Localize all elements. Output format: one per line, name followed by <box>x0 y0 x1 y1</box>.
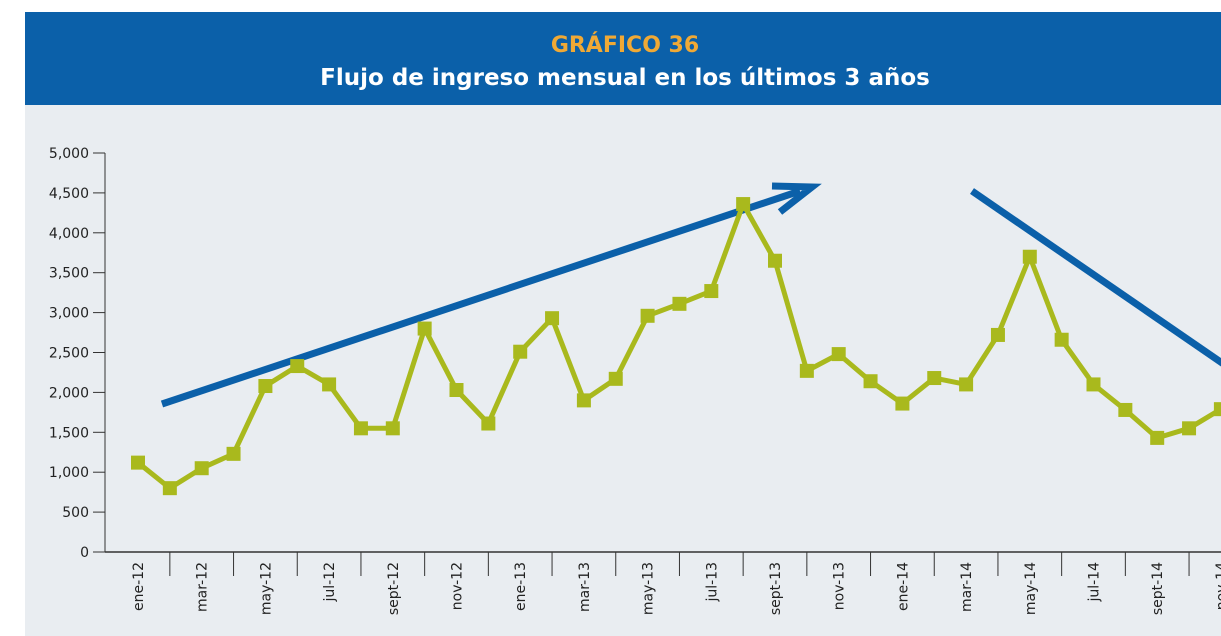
x-tick-label: may-12 <box>258 562 274 615</box>
data-marker <box>194 461 209 476</box>
data-marker <box>449 383 464 398</box>
y-tick-label: 4,500 <box>49 186 89 202</box>
y-tick-label: 3,000 <box>49 306 89 322</box>
data-marker <box>481 416 496 431</box>
data-marker <box>258 379 273 394</box>
x-tick-label: may-13 <box>641 562 657 615</box>
x-tick-label: sept-12 <box>386 562 402 615</box>
data-marker <box>1022 249 1037 264</box>
data-marker <box>768 253 782 268</box>
data-marker <box>927 371 942 386</box>
data-marker <box>704 284 719 299</box>
data-marker <box>417 321 432 336</box>
plot-background <box>25 105 1221 636</box>
x-tick-label: ene-13 <box>513 562 529 611</box>
x-tick-label: nov-14 <box>1214 562 1221 610</box>
x-tick-label: sept-14 <box>1150 562 1166 615</box>
data-marker <box>608 371 623 386</box>
data-marker <box>831 347 846 362</box>
x-tick-label: jul-12 <box>322 562 338 603</box>
data-marker <box>799 363 814 378</box>
header-band <box>25 12 1221 105</box>
data-marker <box>736 197 751 212</box>
x-tick-label: jul-14 <box>1087 562 1103 603</box>
trend-arrow-down <box>970 188 1221 367</box>
x-tick-label: nov-12 <box>450 562 466 610</box>
x-tick-label: jul-13 <box>704 562 720 603</box>
data-marker <box>162 481 177 496</box>
data-marker <box>1086 377 1101 392</box>
data-marker <box>895 396 910 411</box>
data-marker <box>576 393 591 408</box>
x-tick-label: sept-13 <box>768 562 784 615</box>
data-marker <box>1118 402 1133 417</box>
y-tick-label: 3,500 <box>49 266 89 282</box>
data-marker <box>1150 430 1165 445</box>
x-tick-label: nov-13 <box>832 562 848 610</box>
data-marker <box>640 308 655 323</box>
data-marker <box>990 327 1005 342</box>
data-marker <box>863 374 878 389</box>
data-marker <box>226 446 241 461</box>
x-tick-label: mar-12 <box>195 562 211 612</box>
data-marker <box>353 421 368 436</box>
y-tick-label: 4,000 <box>49 226 89 242</box>
data-marker <box>322 377 337 392</box>
x-tick-label: mar-14 <box>959 562 975 612</box>
x-tick-label: mar-13 <box>577 562 593 612</box>
data-marker <box>672 296 687 311</box>
y-tick-label: 5,000 <box>49 146 89 162</box>
y-tick-label: 0 <box>80 545 89 561</box>
data-marker <box>1213 402 1221 417</box>
y-tick-label: 1,500 <box>49 425 89 441</box>
x-tick-label: ene-12 <box>131 562 147 611</box>
chart-subtitle: Flujo de ingreso mensual en los últimos … <box>320 65 930 91</box>
x-tick-label: may-14 <box>1023 562 1039 615</box>
data-marker <box>290 359 305 374</box>
data-marker <box>513 344 528 359</box>
data-marker <box>131 455 145 470</box>
data-marker <box>1054 332 1069 347</box>
y-tick-label: 2,000 <box>49 385 89 401</box>
x-tick-label: ene-14 <box>895 562 911 611</box>
y-tick-label: 500 <box>62 505 89 521</box>
data-marker <box>959 377 974 392</box>
data-marker <box>1182 421 1197 436</box>
data-marker <box>385 421 400 436</box>
chart-title: GRÁFICO 36 <box>551 32 699 58</box>
trend-arrow-up <box>160 182 822 408</box>
y-tick-label: 1,000 <box>49 465 89 481</box>
data-marker <box>545 311 560 326</box>
y-tick-label: 2,500 <box>49 346 89 362</box>
